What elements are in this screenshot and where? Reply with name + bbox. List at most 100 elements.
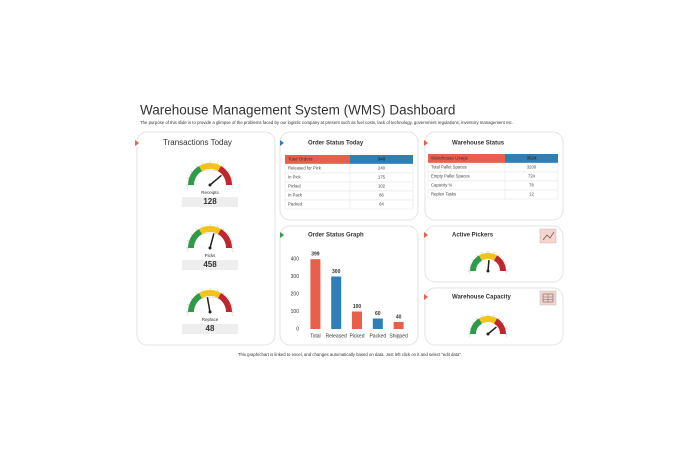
header-value: 3524 (526, 156, 537, 161)
gauge-hub (208, 246, 212, 250)
gauge-tick (202, 289, 204, 292)
panel-title: Order Status Today (308, 141, 364, 147)
gauge-green (188, 165, 203, 186)
gauge-tick (202, 225, 204, 228)
gauge-tick (230, 304, 233, 306)
gauge-red (217, 228, 232, 249)
gauge-green (188, 228, 203, 249)
panel-title: Active Pickers (452, 233, 494, 239)
header-cell (285, 155, 350, 164)
gauge-tick (468, 264, 471, 266)
gauge-tick (493, 314, 495, 317)
marker (424, 232, 428, 238)
gauge-hub (208, 310, 212, 314)
row (284, 181, 414, 192)
row-label: Capacity % (431, 183, 452, 188)
gauge-needle (206, 297, 211, 313)
row-value: 64 (379, 202, 384, 207)
gauge-green (470, 318, 483, 335)
y-tick-label: 200 (291, 291, 300, 297)
gauge-needle (209, 233, 215, 249)
row-label: Total Pallet Spaces (431, 165, 467, 170)
panel-title: Warehouse Status (452, 141, 505, 147)
gauge-red (493, 318, 506, 335)
gauge-green (188, 292, 203, 313)
gauge-tick (498, 254, 500, 257)
row (284, 199, 414, 210)
gauge-tick (502, 259, 505, 261)
panel-title: Transactions Today (163, 138, 232, 147)
header-label: Warehouse Usage (431, 156, 469, 161)
gauge-tick (502, 322, 505, 324)
gauge-tick (227, 233, 230, 236)
y-tick-label: 400 (291, 256, 300, 262)
gauge-label: Receipts (201, 190, 219, 195)
gauge-tick (202, 162, 204, 165)
gauge-tick (222, 292, 225, 295)
row-label: Released for Pick (288, 166, 322, 171)
x-tick-label: Total (310, 333, 321, 339)
bar (393, 322, 404, 329)
gauge-red (217, 165, 232, 186)
gauge-tick (195, 228, 198, 231)
gauge-tick (216, 289, 218, 292)
row-value: 175 (378, 175, 386, 180)
row-label: Empty Pallet Spaces (431, 174, 470, 179)
value-label: 60 (375, 311, 381, 317)
gauge-tick (222, 228, 225, 231)
header-label: Total Orders (288, 157, 313, 162)
gauge-tick (222, 165, 225, 168)
gauge-needle (487, 326, 497, 335)
row-label: Replen Tasks (431, 192, 456, 197)
gauge-needle (209, 174, 222, 186)
x-tick-label: Picked (349, 333, 364, 339)
row-label: In Pick (288, 175, 301, 180)
marker (424, 294, 428, 300)
gauge-tick (505, 327, 508, 329)
gauge-hub (486, 269, 490, 273)
gauge-yellow (479, 316, 497, 324)
panel-title: Order Status Graph (308, 233, 364, 239)
gauge-tick (227, 297, 230, 300)
row-value: 86 (379, 193, 384, 198)
y-tick-label: 100 (291, 309, 300, 315)
gauge-tick (216, 225, 218, 228)
gauge-tick (190, 233, 193, 236)
bar (352, 311, 362, 329)
gauge-red (493, 255, 506, 272)
gauge-tick (227, 170, 230, 173)
marker (280, 140, 284, 146)
gauge-tick (230, 177, 233, 179)
value-box (182, 260, 238, 270)
gauge-tick (493, 251, 495, 254)
x-tick-label: Packed (369, 333, 386, 339)
value-label: 300 (332, 269, 341, 275)
gauge-tick (230, 240, 233, 242)
gauge-tick (505, 264, 508, 266)
header-cell (505, 154, 558, 163)
gauge-hub (486, 332, 490, 336)
value-box (182, 197, 238, 207)
header-cell (428, 154, 505, 163)
gauge-tick (471, 322, 474, 324)
gauge-yellow (199, 226, 221, 235)
gauge-label: Picks (205, 253, 217, 258)
gauge-yellow (479, 253, 497, 261)
title: Warehouse Management System (WMS) Dashbo… (140, 103, 455, 118)
row-label: Picked (288, 184, 301, 189)
bar (372, 318, 383, 329)
subtitle: The purpose of this slide is to provide … (140, 120, 513, 125)
gauge-yellow (199, 163, 221, 172)
marker (135, 140, 139, 146)
row-value: 78 (529, 183, 534, 188)
gauge-tick (471, 259, 474, 261)
row-value: 3200 (527, 165, 537, 170)
header-cell (350, 155, 413, 164)
row-value: 724 (528, 174, 536, 179)
gauge-tick (481, 251, 483, 254)
gauge-tick (195, 292, 198, 295)
row (427, 189, 559, 200)
gauge-value: 48 (206, 324, 215, 333)
